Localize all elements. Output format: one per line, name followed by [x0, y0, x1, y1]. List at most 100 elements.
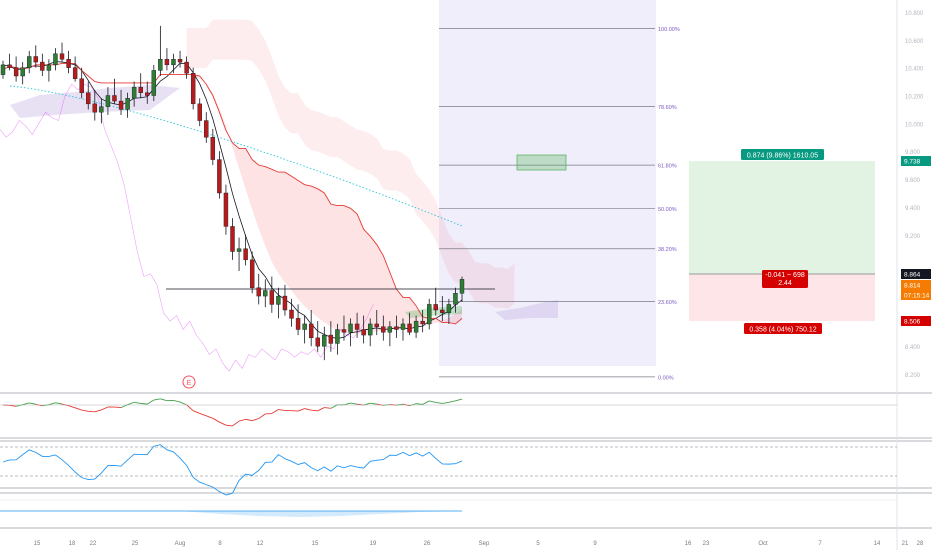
position-tool[interactable]: 0.874 (9.86%) 1610.05-0.041 ~ 6982.440.3… [689, 149, 875, 334]
candle-body [401, 324, 405, 330]
price-tick-label: 10.600 [905, 39, 924, 45]
candle-body [145, 93, 149, 96]
candle [152, 65, 156, 101]
candle-body [388, 327, 392, 333]
fib-level-label: 23.60% [658, 300, 677, 306]
candle-body [244, 249, 248, 260]
candle-body [204, 121, 208, 138]
candle-body [185, 62, 189, 73]
candle-body [211, 137, 215, 159]
fib-level-label: 61.80% [658, 164, 677, 170]
candle-body [290, 310, 294, 318]
time-tick-label: Sep [479, 541, 490, 547]
candle-body [198, 104, 202, 121]
price-tag: 9.738 [904, 159, 921, 166]
candle [191, 68, 195, 110]
candle-body [217, 160, 221, 193]
candle-body [342, 330, 346, 333]
candle-body [126, 98, 130, 109]
candle-body [375, 324, 379, 327]
candle-body [421, 321, 425, 324]
time-tick-label: 12 [257, 541, 264, 547]
candle-body [224, 193, 228, 226]
candle-body [152, 70, 156, 95]
candle-body [283, 296, 287, 310]
price-tick-label: 10.400 [905, 67, 924, 73]
candle-body [322, 335, 326, 346]
time-tick-label: 22 [90, 541, 97, 547]
candle-body [132, 87, 136, 98]
price-tick-label: 10.800 [905, 11, 924, 17]
candle-body [80, 79, 84, 93]
time-tick-label: 26 [424, 541, 431, 547]
time-tick-label: Oct [758, 541, 768, 547]
time-tick-label: 28 [917, 541, 924, 547]
candle-body [67, 59, 71, 67]
price-tag: 8.814 [904, 283, 921, 290]
candle-body [106, 96, 110, 107]
oscillator-segment [311, 410, 318, 411]
event-marker-label: E [187, 380, 192, 387]
candle-body [73, 68, 77, 79]
position-profit-zone [689, 161, 875, 274]
time-tick-label: 19 [370, 541, 377, 547]
candle-body [303, 324, 307, 330]
time-tick-label: 21 [902, 541, 909, 547]
candle-body [158, 59, 162, 70]
candle-body [414, 321, 418, 332]
candle-body [231, 226, 235, 251]
candle-body [335, 330, 339, 344]
candle-body [191, 73, 195, 104]
position-target-label: 0.874 (9.86%) 1610.05 [747, 153, 818, 160]
time-tick-label: Aug [175, 541, 186, 547]
candle-body [139, 87, 143, 93]
oscillator-segment [114, 407, 121, 408]
candle-body [296, 318, 300, 329]
time-tick-label: 15 [312, 541, 319, 547]
fib-level-label: 100.00% [658, 27, 680, 33]
candle-body [362, 330, 366, 336]
candle-body [99, 107, 103, 113]
candle-body [355, 324, 359, 330]
price-tick-label: 9.800 [905, 150, 921, 156]
candle-body [460, 279, 464, 293]
candle-body [86, 93, 90, 104]
time-tick-label: 16 [685, 541, 692, 547]
candle-body [270, 291, 274, 305]
candle-body [250, 260, 254, 288]
candle-body [447, 304, 451, 312]
candle-body [40, 62, 44, 70]
price-tick-label: 10.000 [905, 122, 924, 128]
price-tag: 8.864 [904, 272, 921, 279]
price-tick-label: 9.400 [905, 206, 921, 212]
candle-body [329, 335, 333, 343]
candle-body [60, 54, 64, 60]
candle-body [309, 324, 313, 338]
candle-body [171, 59, 175, 65]
candle-body [178, 59, 182, 62]
candle-body [14, 68, 18, 76]
price-tick-label: 9.200 [905, 234, 921, 240]
candle-body [237, 249, 241, 252]
candle-body [93, 104, 97, 112]
time-tick-label: 15 [34, 541, 41, 547]
candle-body [112, 96, 116, 102]
candle-body [8, 65, 12, 68]
price-tick-label: 10.200 [905, 95, 924, 101]
position-entry-label-2: 2.44 [778, 280, 792, 287]
candle-body [47, 65, 51, 71]
candle-body [381, 327, 385, 333]
candle-body [368, 324, 372, 335]
candle-body [434, 304, 438, 310]
fib-level-label: 38.20% [658, 247, 677, 253]
time-tick-label: 25 [132, 541, 139, 547]
candle-body [453, 293, 457, 304]
candle-body [1, 65, 5, 75]
candle-body [21, 68, 25, 76]
time-tick-label: 18 [69, 541, 76, 547]
candle-body [263, 291, 267, 297]
candle-body [349, 324, 353, 332]
price-tick-label: 8.200 [905, 373, 921, 379]
time-tick-label: 14 [874, 541, 881, 547]
